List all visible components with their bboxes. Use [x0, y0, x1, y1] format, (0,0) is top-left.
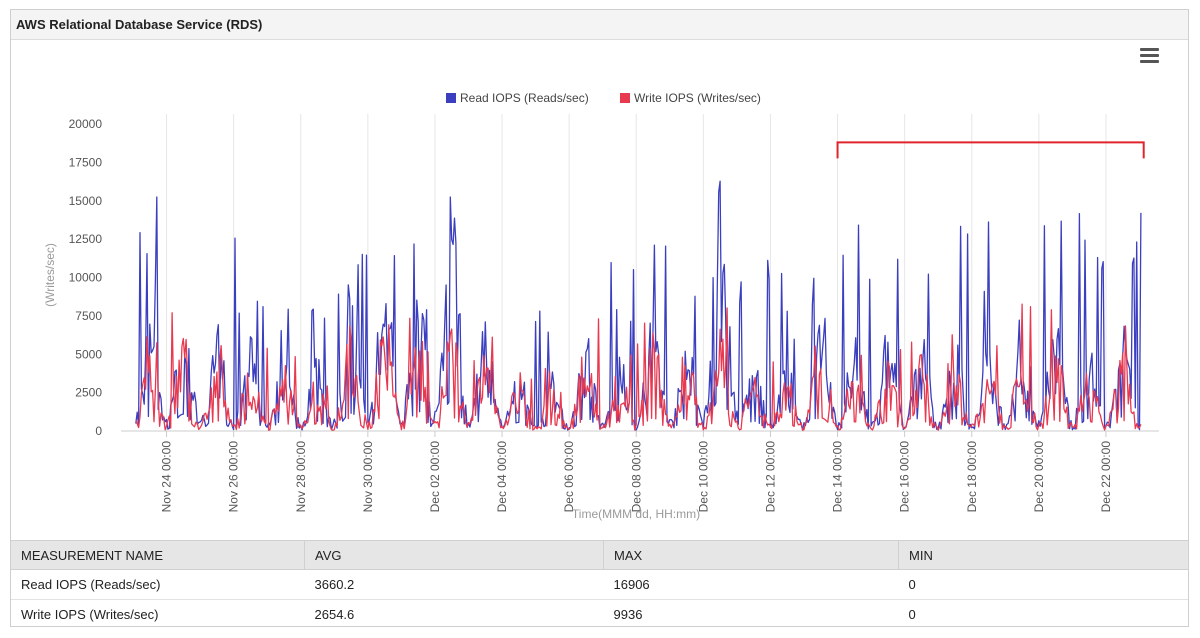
y-tick-label: 7500	[75, 309, 102, 323]
hamburger-menu-icon[interactable]	[1140, 47, 1160, 63]
x-tick-label: Dec 18 00:00	[965, 441, 979, 513]
y-tick-label: 2500	[75, 386, 102, 400]
x-tick-label: Dec 06 00:00	[562, 441, 576, 513]
chart-series	[135, 180, 1142, 431]
cell-min: 0	[898, 569, 1188, 600]
table-row: Read IOPS (Reads/sec) 3660.2 16906 0	[11, 569, 1188, 600]
legend-swatch[interactable]	[446, 93, 456, 103]
col-min[interactable]: MIN	[898, 540, 1188, 570]
x-tick-label: Dec 08 00:00	[629, 441, 643, 513]
measurement-table: MEASUREMENT NAME AVG MAX MIN Read IOPS (…	[11, 540, 1188, 629]
y-tick-label: 5000	[75, 347, 102, 361]
legend-label[interactable]: Write IOPS (Writes/sec)	[634, 91, 761, 105]
y-tick-label: 12500	[69, 232, 103, 246]
x-axis: Nov 24 00:00 Nov 26 00:00 Nov 28 00:00 Nov …	[160, 431, 1113, 512]
col-max[interactable]: MAX	[603, 540, 899, 570]
x-tick-label: Dec 22 00:00	[1099, 441, 1113, 513]
table-row: Write IOPS (Writes/sec) 2654.6 9936 0	[11, 600, 1188, 630]
x-tick-label: Dec 14 00:00	[831, 441, 845, 513]
x-tick-label: Dec 20 00:00	[1032, 441, 1046, 513]
table-header-row: MEASUREMENT NAME AVG MAX MIN	[11, 540, 1188, 570]
series-line-write-iops[interactable]	[135, 303, 1142, 431]
x-axis-label: Time(MMM dd, HH:mm)	[572, 507, 700, 521]
y-tick-label: 20000	[69, 117, 103, 131]
iops-chart: Read IOPS (Reads/sec) Write IOPS (Writes/…	[43, 91, 1159, 521]
x-tick-label: Dec 12 00:00	[763, 441, 777, 513]
cell-avg: 2654.6	[314, 607, 355, 622]
y-axis-label: (Writes/sec)	[43, 243, 57, 307]
x-tick-label: Nov 24 00:00	[160, 441, 174, 513]
col-measurement-name[interactable]: MEASUREMENT NAME	[11, 540, 305, 570]
y-tick-label: 0	[95, 424, 102, 438]
y-tick-label: 15000	[69, 194, 103, 208]
chart-legend: Read IOPS (Reads/sec) Write IOPS (Writes/…	[446, 91, 761, 105]
y-tick-label: 17500	[69, 155, 103, 169]
rds-panel: AWS Relational Database Service (RDS) Re…	[10, 9, 1189, 627]
cell-avg: 3660.2	[304, 569, 604, 600]
cell-name: Read IOPS (Reads/sec)	[11, 569, 305, 600]
chart-grid	[121, 114, 1159, 432]
series-line-read-iops[interactable]	[135, 180, 1142, 431]
x-tick-label: Dec 10 00:00	[696, 441, 710, 513]
legend-label[interactable]: Read IOPS (Reads/sec)	[460, 91, 589, 105]
annotation-bracket	[836, 141, 1145, 159]
x-tick-label: Dec 02 00:00	[428, 441, 442, 513]
col-avg[interactable]: AVG	[304, 540, 604, 570]
cell-min: 0	[908, 607, 916, 622]
cell-max: 9936	[613, 607, 643, 622]
cell-name: Write IOPS (Writes/sec)	[21, 607, 159, 622]
x-tick-label: Nov 28 00:00	[294, 441, 308, 513]
cell-max: 16906	[603, 569, 899, 600]
chart-annotation	[836, 141, 1145, 159]
x-tick-label: Nov 26 00:00	[227, 441, 241, 513]
x-tick-label: Nov 30 00:00	[361, 441, 375, 513]
y-axis: 0 2500 5000 7500 10000 12500 15000 17500 20000	[69, 117, 103, 438]
legend-swatch[interactable]	[620, 93, 630, 103]
panel-title: AWS Relational Database Service (RDS)	[11, 10, 1188, 40]
y-tick-label: 10000	[69, 271, 103, 285]
x-tick-label: Dec 16 00:00	[898, 441, 912, 513]
x-tick-label: Dec 04 00:00	[495, 441, 509, 513]
